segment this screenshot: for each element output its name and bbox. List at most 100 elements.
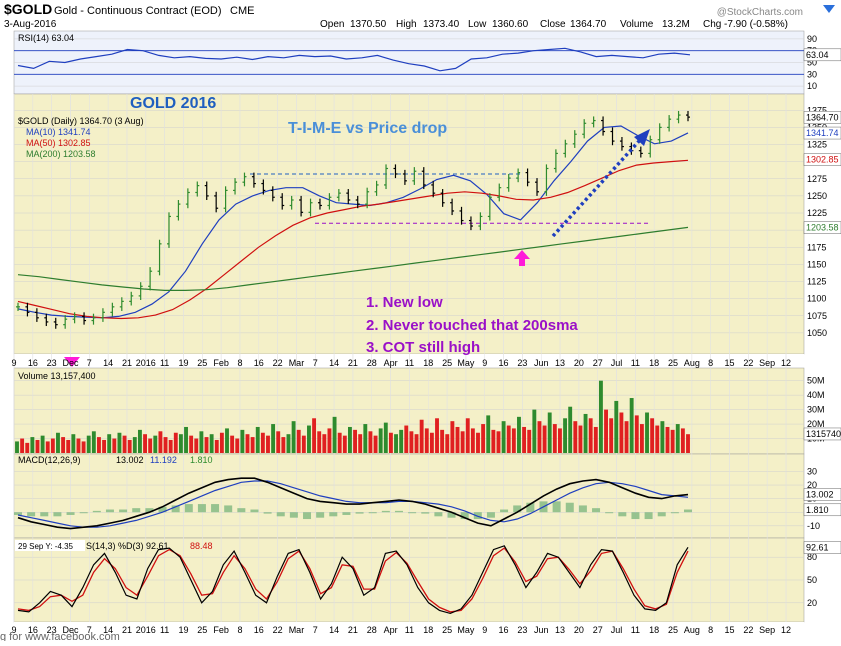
macd-histogram-bar <box>486 512 495 518</box>
macd-histogram-bar <box>158 506 167 513</box>
volume-bar <box>61 437 66 453</box>
volume-bar <box>460 431 465 453</box>
low-value: 1360.60 <box>492 19 529 30</box>
price-xtick-30: 20 <box>574 358 584 368</box>
stoch-xtick-19: 28 <box>367 625 377 635</box>
macd-histogram-bar <box>53 512 62 517</box>
volume-bar <box>56 432 60 453</box>
volume-bar <box>143 434 147 453</box>
stoch-xtick-30: 20 <box>574 625 584 635</box>
price-xtick-17: 14 <box>329 358 339 368</box>
volume-bar <box>209 434 214 453</box>
volume-legend: Volume 13,157,400 <box>18 371 96 381</box>
macd-histogram-bar <box>355 512 364 514</box>
stoch-xtick-32: Jul <box>611 625 623 635</box>
price-badge-0: 1364.70 <box>806 112 839 122</box>
ma10-legend: MA(10) 1341.74 <box>26 127 91 137</box>
price-xtick-21: 11 <box>405 358 414 368</box>
volume-bar <box>476 432 480 453</box>
volume-bar <box>219 432 224 453</box>
volume-bar <box>558 428 562 453</box>
price-xtick-8: 11 <box>160 358 169 368</box>
chg-value: -7.90 (-0.58%) <box>724 19 788 30</box>
macd-histogram-bar <box>119 509 128 513</box>
down-triangle-icon <box>823 5 835 13</box>
volume-bar <box>317 431 322 453</box>
stoch-xtick-28: Jun <box>534 625 549 635</box>
stoch-xtick-37: 8 <box>708 625 713 635</box>
stoch-xtick-12: 8 <box>237 625 242 635</box>
exchange-name: CME <box>230 5 254 17</box>
price-xtick-3: Dec <box>62 358 79 368</box>
volume-bar <box>112 438 117 453</box>
volume-bar <box>511 428 516 453</box>
macd-histogram-bar <box>434 512 443 517</box>
volume-bar <box>35 439 40 453</box>
volume-bar <box>15 441 19 453</box>
stoch-xtick-23: 25 <box>442 625 452 635</box>
stoch-k-line <box>17 545 689 615</box>
volume-bar <box>20 438 25 453</box>
volume-bar <box>609 418 614 453</box>
price-badge-2-box <box>803 153 841 166</box>
price-xtick-5: 14 <box>103 358 113 368</box>
macd-histogram-bar <box>670 512 679 514</box>
stoch-xtick-13: 16 <box>254 625 264 635</box>
macd-histogram-bar <box>92 510 101 513</box>
volume-bar <box>184 426 188 453</box>
price-xtick-29: 13 <box>555 358 565 368</box>
stoch-xtick-21: 11 <box>405 625 414 635</box>
volume-ytick-1: 40M <box>807 390 825 400</box>
date-label: 3-Aug-2016 <box>4 19 57 30</box>
macd-histogram-bar <box>368 512 377 514</box>
price-xtick-20: Apr <box>384 358 398 368</box>
price-xtick-22: 18 <box>423 358 433 368</box>
open-value: 1370.50 <box>350 19 387 30</box>
volume-bar <box>650 418 655 453</box>
volume-bar <box>378 428 383 453</box>
macd-line <box>17 477 689 530</box>
annotation-note-2: 2. Never touched that 200sma <box>366 317 578 334</box>
price-badge-0-box <box>803 111 841 124</box>
price-xtick-6: 21 <box>122 358 132 368</box>
volume-bar <box>394 434 398 453</box>
pink-up-arrow-icon <box>514 250 530 266</box>
volume-bar <box>527 429 532 453</box>
price-xtick-16: 7 <box>313 358 318 368</box>
stoch-xtick-22: 18 <box>423 625 433 635</box>
price-xtick-24: May <box>457 358 475 368</box>
stoch-xtick-7: 2016 <box>136 625 156 635</box>
volume-bar <box>291 421 296 453</box>
stoch-xtick-38: 15 <box>725 625 735 635</box>
volume-bar <box>260 432 265 453</box>
price-xtick-18: 21 <box>348 358 358 368</box>
volume-bar <box>604 409 608 453</box>
volume-bar <box>199 431 204 453</box>
price-badge-1: 1341.74 <box>806 128 839 138</box>
volume-bar <box>563 418 568 453</box>
macd-legend: MACD(12,26,9) <box>18 455 81 465</box>
price-xtick-39: 22 <box>743 358 753 368</box>
volume-bar <box>173 432 178 453</box>
price-xtick-26: 16 <box>499 358 509 368</box>
volume-bar <box>322 434 327 453</box>
price-xtick-37: 8 <box>708 358 713 368</box>
volume-bar <box>342 435 347 453</box>
macd-histogram-bar <box>513 505 522 513</box>
macd-histogram-bar <box>526 502 535 513</box>
price-xtick-31: 27 <box>593 358 603 368</box>
price-xtick-36: Aug <box>684 358 700 368</box>
volume-bar <box>91 431 96 453</box>
macd-histogram-bar <box>105 509 114 513</box>
volume-bar <box>517 416 521 453</box>
volume-bar <box>301 435 306 453</box>
price-ytick-11: 1100 <box>807 294 826 304</box>
macd-histogram-bar <box>40 512 49 517</box>
volume-bar <box>383 422 388 453</box>
ma200-line <box>17 226 689 291</box>
stoch-xtick-31: 27 <box>593 625 603 635</box>
stoch-xtick-10: 25 <box>197 625 207 635</box>
macd-histogram-bar <box>565 502 574 513</box>
price-ytick-13: 1050 <box>807 328 827 338</box>
volume-bar <box>127 439 132 453</box>
